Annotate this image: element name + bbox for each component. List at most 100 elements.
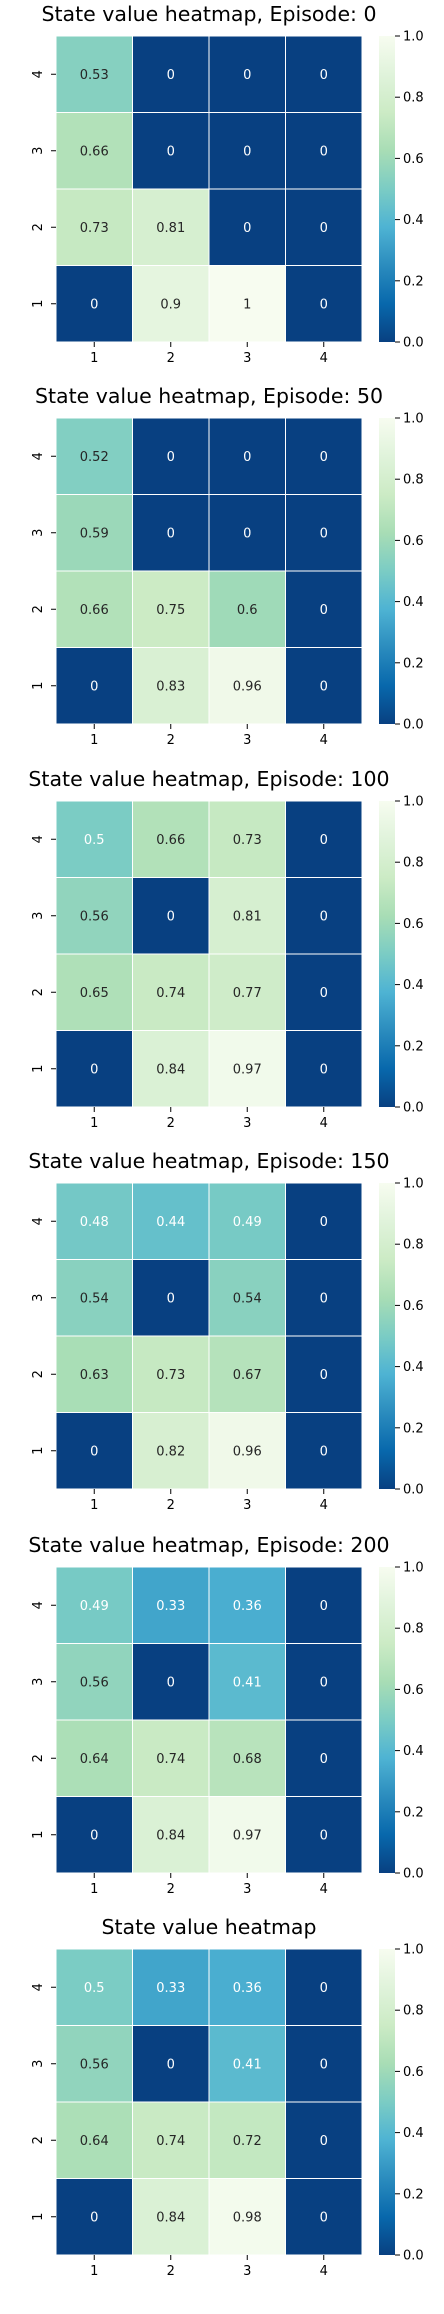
heatmap-cell <box>285 1948 363 2026</box>
cell-value-label: 0 <box>320 450 328 465</box>
cell-value-label: 0.41 <box>233 1675 262 1690</box>
cell-value-label: 0.59 <box>80 526 109 541</box>
colorbar-tick-label: 1.0 <box>403 795 424 810</box>
heatmap-cell <box>132 877 210 955</box>
cell-value-label: 0.56 <box>80 1675 109 1690</box>
y-tick-label: 2 <box>31 1754 46 1762</box>
cell-value-label: 0 <box>320 986 328 1001</box>
heatmap-cell <box>285 2025 363 2103</box>
cell-value-label: 0 <box>320 2134 328 2149</box>
cell-value-label: 0.53 <box>80 68 109 83</box>
cell-value-label: 0.97 <box>233 1062 262 1077</box>
heatmap-cell <box>132 494 210 572</box>
heatmap-panel: State value heatmap, Episode: 100 0.5 0.66… <box>28 767 423 1131</box>
y-tick-label: 1 <box>31 1831 46 1839</box>
heatmap-cell <box>208 1566 286 1644</box>
heatmap-cell <box>55 1948 133 2026</box>
cell-value-label: 0.82 <box>156 1444 185 1459</box>
x-tick-label: 3 <box>243 351 251 366</box>
y-tick-label: 3 <box>31 912 46 920</box>
heatmap-cell <box>208 877 286 955</box>
heatmap-cell <box>285 1259 363 1337</box>
cell-value-label: 0.41 <box>233 2057 262 2072</box>
x-tick-label: 4 <box>320 1498 328 1513</box>
cell-value-label: 0 <box>90 297 98 312</box>
x-tick-label: 2 <box>167 733 175 748</box>
cell-value-label: 0 <box>320 144 328 159</box>
heatmap-panel: State value heatmap, Episode: 0 0.53 0 0 0 0.… <box>31 2 424 366</box>
cell-value-label: 0.81 <box>156 221 185 236</box>
heatmap-cell <box>132 1259 210 1337</box>
cell-value-label: 0.64 <box>80 2134 109 2149</box>
cell-value-label: 0 <box>320 1215 328 1230</box>
colorbar-tick-label: 0.2 <box>403 656 424 671</box>
cell-value-label: 0 <box>320 68 328 83</box>
heatmap-cell <box>55 570 133 648</box>
cell-value-label: 0.74 <box>156 1752 185 1767</box>
y-tick-label: 1 <box>31 1447 46 1455</box>
heatmap-cell <box>132 112 210 190</box>
heatmap-cell <box>132 1335 210 1413</box>
cell-value-label: 0 <box>320 221 328 236</box>
cell-value-label: 0 <box>167 1675 175 1690</box>
y-tick-label: 4 <box>31 1983 46 1991</box>
cell-value-label: 0 <box>320 2210 328 2225</box>
heatmap-cell <box>132 1796 210 1874</box>
heatmap-cell <box>208 1412 286 1490</box>
cell-value-label: 0 <box>320 679 328 694</box>
cell-value-label: 0.54 <box>233 1291 262 1306</box>
cell-value-label: 0 <box>320 526 328 541</box>
heatmap-cell <box>55 1030 133 1108</box>
cell-value-label: 0 <box>167 450 175 465</box>
heatmap-cell <box>285 1335 363 1413</box>
colorbar-tick-label: 0.4 <box>403 978 424 993</box>
heatmap-cell <box>132 2025 210 2103</box>
x-tick-label: 4 <box>320 1882 328 1897</box>
heatmap-cell <box>285 570 363 648</box>
cell-value-label: 0.49 <box>80 1599 109 1614</box>
cell-value-label: 0 <box>167 526 175 541</box>
heatmap-cell <box>285 2178 363 2256</box>
cell-value-label: 0 <box>320 2057 328 2072</box>
heatmap-cell <box>132 1566 210 1644</box>
x-tick-label: 1 <box>90 351 98 366</box>
cell-value-label: 0.77 <box>233 986 262 1001</box>
cell-value-label: 0.68 <box>233 1752 262 1767</box>
y-tick-label: 1 <box>31 300 46 308</box>
colorbar-tick-label: 1.0 <box>403 412 424 427</box>
cell-value-label: 0.9 <box>160 297 181 312</box>
x-tick-label: 1 <box>90 1116 98 1131</box>
colorbar-tick-label: 0.4 <box>403 1744 424 1759</box>
heatmap-cell <box>285 494 363 572</box>
heatmap-cell <box>285 800 363 878</box>
heatmap-cell <box>132 265 210 343</box>
heatmap-cell <box>208 2025 286 2103</box>
cell-value-label: 0 <box>90 679 98 694</box>
x-tick-label: 2 <box>167 1498 175 1513</box>
chart-title: State value heatmap, Episode: 200 <box>28 1533 389 1557</box>
colorbar-tick-label: 1.0 <box>403 1561 424 1576</box>
x-tick-label: 2 <box>167 2264 175 2279</box>
colorbar-tick-label: 0.8 <box>403 856 424 871</box>
colorbar-tick-label: 1.0 <box>403 1943 424 1958</box>
heatmap-cell <box>208 417 286 495</box>
y-tick-label: 2 <box>31 223 46 231</box>
heatmap-cell <box>285 35 363 113</box>
colorbar-tick-label: 0.0 <box>403 2249 424 2264</box>
cell-value-label: 0 <box>90 1828 98 1843</box>
cell-value-label: 0.73 <box>80 221 109 236</box>
cell-value-label: 0 <box>167 2057 175 2072</box>
y-tick-label: 4 <box>31 1217 46 1225</box>
cell-value-label: 0.36 <box>233 1599 262 1614</box>
colorbar-tick-label: 0.4 <box>403 1360 424 1375</box>
colorbar-tick-label: 0.6 <box>403 917 424 932</box>
heatmap-cell <box>55 35 133 113</box>
cell-value-label: 0 <box>320 603 328 618</box>
heatmap-cell <box>55 494 133 572</box>
heatmap-cell <box>208 494 286 572</box>
heatmap-cell <box>285 1412 363 1490</box>
heatmap-cell <box>285 188 363 266</box>
x-tick-label: 2 <box>167 1116 175 1131</box>
cell-value-label: 0.81 <box>233 909 262 924</box>
